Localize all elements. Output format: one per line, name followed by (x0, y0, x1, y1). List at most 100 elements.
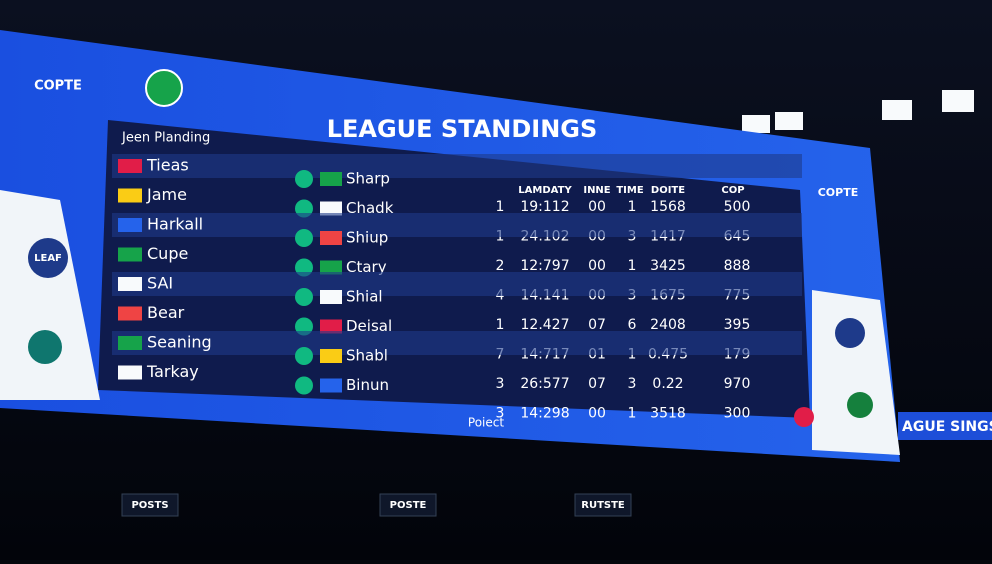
flag (320, 172, 342, 186)
flag (320, 319, 342, 334)
opponent-name: Deisal (346, 317, 392, 335)
icon (295, 229, 313, 247)
cell-cop: 888 (724, 258, 751, 274)
cell-rank: 1 (496, 317, 505, 333)
flag (320, 201, 342, 216)
team-name: Tieas (146, 156, 189, 175)
team-name: SAI (147, 274, 173, 293)
flag (118, 159, 142, 173)
sign: POSTE (390, 500, 427, 511)
cell-rank: 3 (496, 406, 505, 422)
row-stripe (112, 331, 802, 355)
badge-label: LEAF (34, 253, 62, 264)
logo: COPTE (34, 79, 82, 94)
opponent-name: Binun (346, 376, 389, 394)
flag (320, 349, 342, 363)
cell-inne: 00 (588, 199, 606, 215)
cell-inne: 00 (588, 406, 606, 422)
opponent-name: Ctary (346, 258, 387, 276)
team-name: Bear (147, 303, 185, 322)
cell-doite: 3518 (650, 406, 686, 422)
side-banner-bg (898, 412, 992, 440)
column-header: COP (721, 185, 744, 196)
side-banner: AGUE SINGS S (902, 419, 992, 435)
cell-doite: 0.22 (652, 376, 683, 392)
column-header: DOITE (651, 185, 685, 196)
cell-t: 3 (628, 376, 637, 392)
subtitle: Jeen Planding (121, 131, 210, 146)
right-panel (812, 290, 900, 455)
column-header: TIME (616, 185, 643, 196)
team-name: Jame (146, 185, 187, 204)
cell-cop: 500 (724, 199, 751, 215)
cell-time: 14:298 (520, 406, 569, 422)
cell-t: 1 (628, 258, 637, 274)
cell-inne: 07 (588, 317, 606, 333)
row-stripe (112, 272, 802, 296)
badge (847, 392, 873, 418)
column-header: LAMDATY (518, 185, 572, 196)
cell-cop: 970 (724, 376, 751, 392)
badge (28, 330, 62, 364)
flag (118, 306, 142, 321)
team-name: Seaning (147, 333, 212, 352)
row-stripe (112, 213, 802, 237)
cell-time: 12:797 (520, 258, 569, 274)
crest (145, 69, 183, 107)
flag (118, 365, 142, 380)
flag (320, 260, 342, 275)
cell-time: 19:112 (520, 199, 569, 215)
flag (320, 231, 342, 245)
cell-time: 12.427 (521, 317, 570, 333)
cell-doite: 2408 (650, 317, 686, 333)
cell-time: 26:577 (520, 376, 569, 392)
flag (118, 277, 142, 291)
left-panel (0, 190, 100, 400)
team-name: Tarkay (146, 362, 199, 381)
opponent-name: Shabl (346, 347, 388, 365)
opponent-name: Sharp (346, 170, 390, 188)
flag (118, 336, 142, 350)
opponent-name: Chadk (346, 199, 394, 217)
cell-rank: 1 (496, 199, 505, 215)
cell-inne: 00 (588, 258, 606, 274)
icon (295, 347, 313, 365)
team-name: Harkall (147, 215, 203, 234)
row-stripe (112, 154, 802, 178)
cell-doite: 3425 (650, 258, 686, 274)
badge (794, 407, 814, 427)
flag (118, 218, 142, 232)
opponent-name: Shial (346, 288, 383, 306)
flag (118, 247, 142, 262)
footer: Poiect (468, 416, 504, 430)
sign-bg (379, 493, 437, 517)
sign: RUTSTE (581, 500, 625, 511)
team-name: Cupe (147, 244, 188, 263)
sign: POSTS (131, 500, 168, 511)
cell-cop: 395 (724, 317, 751, 333)
cell-t: 1 (628, 406, 637, 422)
sign-bg (574, 493, 632, 517)
cell-t: 1 (628, 199, 637, 215)
cell-rank: 3 (496, 376, 505, 392)
flag (118, 188, 142, 203)
flag (320, 290, 342, 304)
flag (320, 378, 342, 393)
logo: COPTE (818, 186, 859, 199)
icon (295, 288, 313, 306)
lights (742, 90, 974, 133)
opponent-name: Shiup (346, 229, 388, 247)
column-header: INNE (583, 185, 610, 196)
cell-cop: 300 (724, 406, 751, 422)
cell-inne: 07 (588, 376, 606, 392)
badge (835, 318, 865, 348)
cell-rank: 2 (496, 258, 505, 274)
title: LEAGUE STANDINGS (327, 115, 598, 143)
icon (295, 170, 313, 188)
sign-bg (121, 493, 179, 517)
badge (28, 238, 68, 278)
icon (295, 376, 313, 395)
cell-doite: 1568 (650, 199, 686, 215)
cell-t: 6 (628, 317, 637, 333)
